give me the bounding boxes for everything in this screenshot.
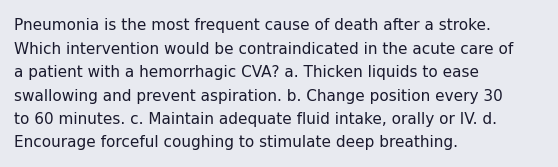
Text: to 60 minutes. c. Maintain adequate fluid intake, orally or IV. d.: to 60 minutes. c. Maintain adequate flui… xyxy=(14,112,497,127)
Text: Encourage forceful coughing to stimulate deep breathing.: Encourage forceful coughing to stimulate… xyxy=(14,135,458,150)
Text: swallowing and prevent aspiration. b. Change position every 30: swallowing and prevent aspiration. b. Ch… xyxy=(14,89,503,104)
Text: a patient with a hemorrhagic CVA? a. Thicken liquids to ease: a patient with a hemorrhagic CVA? a. Thi… xyxy=(14,65,479,80)
Text: Pneumonia is the most frequent cause of death after a stroke.: Pneumonia is the most frequent cause of … xyxy=(14,18,491,33)
Text: Which intervention would be contraindicated in the acute care of: Which intervention would be contraindica… xyxy=(14,42,513,56)
